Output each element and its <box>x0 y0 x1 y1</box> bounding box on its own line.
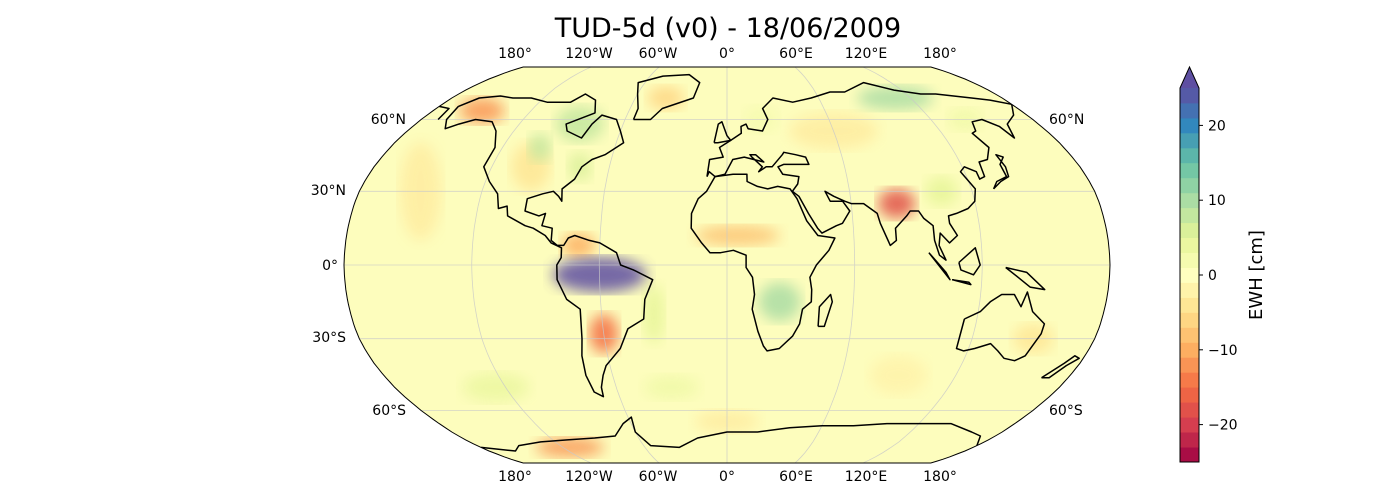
lon-label: 120°W <box>565 46 613 62</box>
map-boundary <box>343 66 1111 464</box>
colorbar-band <box>1180 312 1199 328</box>
colorbar-band <box>1180 147 1199 164</box>
map-title: TUD-5d (v0) - 18/06/2009 <box>554 13 901 44</box>
lon-label: 180° <box>498 469 532 485</box>
ewh-anomaly <box>459 98 505 124</box>
ewh-field <box>400 86 1054 457</box>
colorbar-band <box>1180 222 1199 238</box>
ewh-anomaly <box>643 284 665 344</box>
colorbar-band <box>1180 327 1199 343</box>
graticule <box>344 67 1110 463</box>
colorbar-band <box>1180 342 1199 358</box>
colorbar-band <box>1180 402 1199 418</box>
coastline <box>1041 355 1080 379</box>
ewh-anomaly <box>878 188 916 219</box>
lat-labels-right: 60°N 60°S <box>1049 112 1084 419</box>
lat-labels-left: 60°N 30°N 0° 30°S 60°S <box>311 112 406 419</box>
coastlines <box>437 73 1080 452</box>
lat-label: 30°N <box>311 183 346 199</box>
ewh-anomaly <box>568 152 592 182</box>
lon-label: 60°W <box>639 469 678 485</box>
colorbar-tick-label: −20 <box>1208 418 1238 434</box>
colorbar-band <box>1180 357 1199 373</box>
lat-label: 60°S <box>1049 403 1083 419</box>
coastline <box>992 153 1010 190</box>
ewh-anomaly <box>528 133 552 162</box>
colorbar-outline <box>1179 65 1200 463</box>
colorbar-band <box>1180 447 1199 463</box>
colorbar-ticks: 20 10 0 −10 −20 <box>1199 118 1238 434</box>
lon-label: 60°E <box>779 46 813 62</box>
ewh-anomaly <box>870 355 928 395</box>
ewh-anomaly <box>643 375 700 400</box>
lon-label: 0° <box>719 46 735 62</box>
colorbar-tick-label: 10 <box>1208 193 1226 209</box>
coastline <box>690 173 836 352</box>
colorbar-band <box>1180 387 1199 403</box>
lon-label: 60°E <box>779 469 813 485</box>
ewh-anomaly <box>535 438 605 457</box>
lat-label: 0° <box>322 258 338 274</box>
coastline <box>632 73 701 121</box>
colorbar-band <box>1180 117 1199 134</box>
coastline <box>1005 266 1046 291</box>
coastline <box>955 291 1046 362</box>
colorbar-band <box>1180 192 1199 209</box>
colorbar-band <box>1180 267 1199 283</box>
coastline <box>481 416 982 452</box>
colorbar-tick-label: 0 <box>1208 268 1217 284</box>
colorbar-band <box>1180 417 1199 433</box>
lon-labels-bottom: 180° 120°W 60°W 0° 60°E 120°E 180° <box>498 469 957 485</box>
colorbar-band <box>1180 207 1199 224</box>
colorbar: 20 10 0 −10 −20 EWH [cm] <box>1179 65 1267 463</box>
colorbar-band <box>1180 237 1199 253</box>
colorbar-bands <box>1180 67 1199 463</box>
coastline <box>951 278 972 286</box>
ewh-anomaly <box>857 86 934 110</box>
colorbar-band <box>1180 162 1199 179</box>
colorbar-extend-arrow <box>1180 67 1199 88</box>
lon-label: 180° <box>923 46 957 62</box>
ewh-anomaly <box>758 282 801 322</box>
lon-label: 180° <box>923 469 957 485</box>
colorbar-band <box>1180 432 1199 448</box>
coastline <box>706 104 1016 261</box>
lon-label: 120°E <box>845 469 888 485</box>
colorbar-band <box>1180 282 1199 298</box>
lon-labels-top: 180° 120°W 60°W 0° 60°E 120°E 180° <box>498 46 957 62</box>
ewh-anomaly <box>695 225 780 246</box>
colorbar-band <box>1180 372 1199 388</box>
lon-label: 180° <box>498 46 532 62</box>
colorbar-band <box>1180 297 1199 313</box>
coastline <box>958 247 981 276</box>
lat-label: 60°N <box>371 112 406 128</box>
colorbar-band <box>1180 103 1199 119</box>
colorbar-band <box>1180 177 1199 194</box>
coastline <box>437 105 450 121</box>
lon-label: 120°W <box>565 469 613 485</box>
coastline <box>928 252 951 281</box>
coastline <box>444 93 654 398</box>
colorbar-label: EWH [cm] <box>1246 230 1267 320</box>
coastline <box>713 121 732 144</box>
lon-label: 120°E <box>845 46 888 62</box>
colorbar-tick-label: −10 <box>1208 343 1238 359</box>
ewh-anomaly <box>555 106 605 142</box>
ewh-anomaly <box>463 372 530 402</box>
colorbar-band <box>1180 252 1199 268</box>
coastline <box>817 293 834 328</box>
world-map <box>344 67 1110 463</box>
colorbar-band <box>1180 88 1199 104</box>
lat-label: 30°S <box>312 330 346 346</box>
lat-label: 60°N <box>1049 112 1084 128</box>
lat-label: 60°S <box>372 403 406 419</box>
ewh-anomaly <box>647 86 685 110</box>
lon-label: 60°W <box>639 46 678 62</box>
colorbar-band <box>1180 132 1199 149</box>
colorbar-tick-label: 20 <box>1208 118 1226 134</box>
lon-label: 0° <box>719 469 735 485</box>
coastline <box>706 81 1012 177</box>
